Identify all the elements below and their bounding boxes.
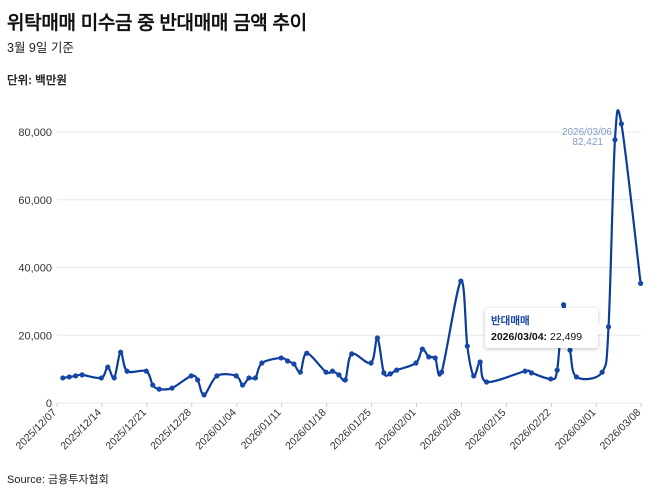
- x-tick-label: 2026/02/15: [463, 407, 509, 453]
- data-point: [548, 376, 554, 382]
- series-points: [60, 121, 644, 398]
- data-point: [561, 302, 567, 308]
- tooltip-series: 반대매매: [491, 315, 530, 327]
- data-point: [426, 354, 432, 360]
- data-point: [638, 280, 644, 287]
- x-tick-label: 2026/01/25: [328, 407, 374, 453]
- x-tick-label: 2026/02/22: [508, 407, 554, 453]
- data-point: [554, 367, 560, 373]
- data-point: [471, 373, 477, 379]
- tooltip-value: 22,499: [549, 331, 583, 343]
- data-point: [342, 377, 348, 383]
- data-point: [522, 368, 528, 374]
- data-point: [214, 373, 220, 379]
- data-point: [413, 360, 419, 366]
- data-point: [612, 137, 618, 143]
- gridlines: [57, 131, 641, 404]
- data-point: [252, 375, 259, 381]
- data-point: [381, 370, 387, 376]
- x-tick-label: 2026/03/01: [553, 407, 599, 453]
- data-point: [349, 351, 355, 357]
- data-point: [374, 335, 381, 341]
- source-note: Source: 금융투자협회: [7, 474, 109, 486]
- data-point: [111, 375, 117, 381]
- x-tick-label: 2026/01/18: [283, 407, 329, 453]
- x-tick-label: 2026/03/08: [598, 407, 644, 453]
- data-point: [60, 375, 66, 381]
- data-point: [233, 373, 239, 379]
- data-point: [118, 349, 124, 355]
- annotation-date: 2026/03/06: [562, 127, 612, 138]
- y-tick-label: 60,000: [18, 195, 52, 207]
- data-point: [79, 372, 85, 378]
- data-point: [439, 369, 445, 375]
- x-tick-label: 2025/12/07: [13, 407, 59, 453]
- data-point: [368, 360, 374, 366]
- data-point: [284, 358, 291, 364]
- chart-subtitle: 3월 9일 기준: [7, 41, 74, 55]
- data-point: [477, 359, 483, 365]
- data-point: [394, 367, 400, 373]
- chart-title: 위탁매매 미수금 중 반대매매 금액 추이: [7, 13, 307, 34]
- y-tick-label: 80,000: [18, 127, 52, 139]
- data-point: [278, 355, 284, 361]
- data-point: [156, 386, 162, 392]
- data-point: [528, 370, 535, 376]
- x-tick-label: 2025/12/14: [58, 407, 104, 453]
- data-point: [599, 369, 605, 375]
- data-point: [336, 372, 342, 378]
- data-point: [98, 375, 104, 381]
- data-point: [291, 361, 297, 367]
- tooltip-date: 2026/03/04:: [491, 331, 548, 343]
- data-point: [169, 385, 175, 391]
- y-tick-label: 0: [46, 398, 52, 410]
- data-point: [329, 368, 336, 374]
- data-point: [201, 392, 207, 398]
- x-tick-label: 2026/02/01: [373, 407, 419, 453]
- data-point: [573, 374, 580, 380]
- data-point: [304, 350, 310, 356]
- data-point: [143, 368, 149, 374]
- data-point: [387, 371, 393, 377]
- data-point: [66, 374, 72, 380]
- data-point: [246, 375, 252, 381]
- data-point: [618, 121, 624, 127]
- data-point: [105, 364, 111, 370]
- data-point: [240, 382, 246, 388]
- data-point: [464, 343, 470, 349]
- y-tick-label: 40,000: [18, 263, 52, 275]
- x-axis-ticks: 2025/12/07 2025/12/14 2025/12/21 2025/12/28…: [13, 403, 643, 452]
- x-tick-label: 2026/01/04: [193, 407, 239, 453]
- data-point: [150, 382, 156, 388]
- data-point: [419, 346, 425, 352]
- data-point: [432, 355, 438, 361]
- data-point: [567, 347, 573, 353]
- y-axis-ticks: 0 20,000 40,000 60,000 80,000: [18, 127, 52, 410]
- data-point: [483, 379, 490, 385]
- data-point: [73, 373, 79, 379]
- y-tick-label: 20,000: [18, 330, 52, 342]
- annotation-value: 82,421: [572, 137, 603, 148]
- data-point: [188, 373, 194, 379]
- data-point: [605, 324, 612, 330]
- unit-label: 단위: 백만원: [7, 75, 67, 87]
- data-point: [458, 278, 464, 284]
- x-tick-label: 2025/12/28: [148, 407, 194, 453]
- data-point: [323, 369, 329, 375]
- x-tick-label: 2026/02/08: [418, 407, 464, 453]
- data-point: [297, 369, 303, 375]
- x-tick-label: 2026/01/11: [239, 407, 284, 452]
- data-point: [259, 360, 265, 366]
- tooltip: 반대매매 2026/03/04: 22,499: [485, 308, 604, 348]
- tooltip-row: 2026/03/04: 22,499: [491, 331, 592, 343]
- data-point: [124, 368, 130, 374]
- data-point: [195, 377, 201, 383]
- x-tick-label: 2025/12/21: [103, 407, 149, 453]
